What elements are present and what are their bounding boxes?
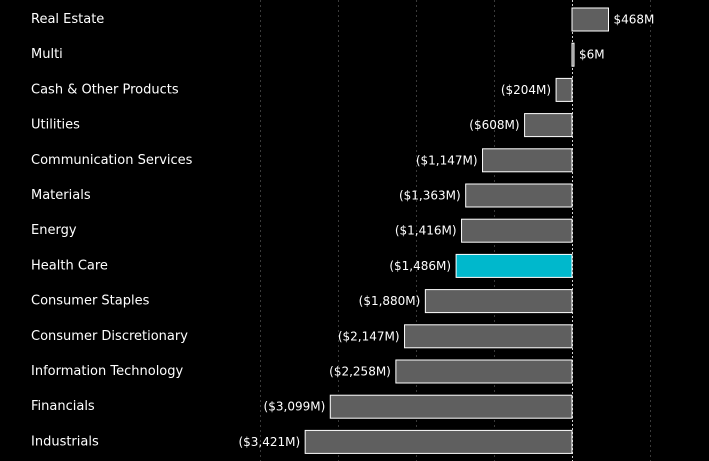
value-label-information-technology: ($2,258M)	[329, 365, 391, 379]
value-label-financials: ($3,099M)	[264, 400, 326, 414]
category-label-cash-and-other-products: Cash & Other Products	[31, 82, 179, 97]
value-label-consumer-discretionary: ($2,147M)	[338, 329, 400, 343]
bar-cash-and-other-products	[555, 77, 573, 102]
category-label-health-care: Health Care	[31, 258, 108, 273]
bar-health-care	[455, 253, 573, 278]
bar-materials	[465, 183, 573, 208]
value-label-energy: ($1,416M)	[395, 224, 457, 238]
bar-energy	[461, 218, 573, 243]
bar-information-technology	[395, 359, 573, 384]
value-label-health-care: ($1,486M)	[389, 259, 451, 273]
bar-real-estate	[571, 7, 610, 32]
category-label-real-estate: Real Estate	[31, 12, 104, 27]
category-label-communication-services: Communication Services	[31, 153, 193, 168]
category-label-consumer-staples: Consumer Staples	[31, 294, 150, 309]
category-label-energy: Energy	[31, 223, 77, 238]
bar-multi	[571, 42, 575, 67]
value-label-multi: $6M	[579, 48, 605, 62]
value-label-materials: ($1,363M)	[399, 189, 461, 203]
category-label-information-technology: Information Technology	[31, 364, 184, 379]
labels-layer: Real Estate $468M Multi $6M Cash & Other Pro…	[31, 12, 654, 449]
value-label-communication-services: ($1,147M)	[416, 153, 478, 167]
bar-communication-services	[482, 148, 573, 173]
bar-consumer-staples	[424, 289, 573, 314]
bar-industrials	[304, 429, 573, 454]
value-label-cash-and-other-products: ($204M)	[501, 83, 551, 97]
category-label-financials: Financials	[31, 399, 95, 414]
value-label-utilities: ($608M)	[469, 118, 519, 132]
value-label-industrials: ($3,421M)	[238, 435, 300, 449]
bar-financials	[329, 394, 573, 419]
category-label-materials: Materials	[31, 188, 91, 203]
bar-consumer-discretionary	[404, 324, 573, 349]
category-label-multi: Multi	[31, 47, 63, 62]
category-label-utilities: Utilities	[31, 118, 80, 133]
bar-utilities	[524, 113, 573, 138]
value-label-consumer-staples: ($1,880M)	[359, 294, 421, 308]
category-label-consumer-discretionary: Consumer Discretionary	[31, 329, 188, 344]
bars-layer	[304, 7, 610, 454]
category-label-industrials: Industrials	[31, 434, 99, 449]
value-label-real-estate: $468M	[614, 13, 655, 27]
